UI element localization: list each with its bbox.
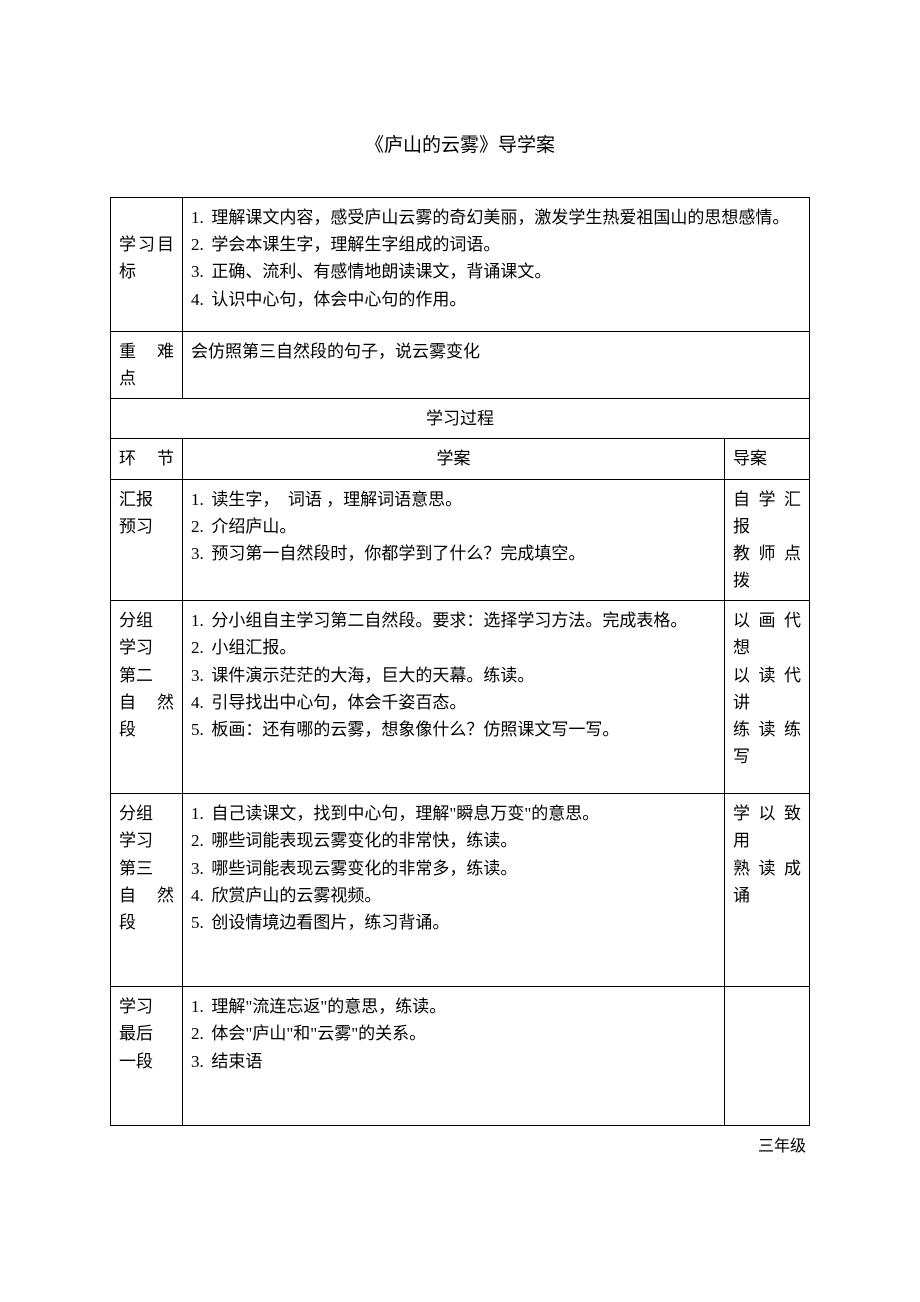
stage4-item: 1.理解"流连忘返"的意思，练读。 [191, 993, 716, 1020]
stage4-item: 3.结束语 [191, 1048, 716, 1075]
stage3-item: 3.哪些词能表现云雾变化的非常多，练读。 [191, 855, 716, 882]
stage2-item: 1.分小组自主学习第二自然段。要求：选择学习方法。完成表格。 [191, 607, 716, 634]
lesson-plan-table: 学习目标 1.理解课文内容，感受庐山云雾的奇幻美丽，激发学生热爱祖国山的思想感情… [110, 197, 810, 1126]
column-header-row: 环节 学案 导案 [111, 439, 810, 479]
stage2-plan: 1.分小组自主学习第二自然段。要求：选择学习方法。完成表格。 2.小组汇报。 3… [183, 601, 725, 794]
stage2-label: 分组 学习 第二 自然 段 [111, 601, 183, 794]
objective-item: 4.认识中心句，体会中心句的作用。 [191, 286, 801, 313]
stage3-label: 分组 学习 第三 自然 段 [111, 794, 183, 987]
stage4-item: 2.体会"庐山"和"云雾"的关系。 [191, 1020, 716, 1047]
stage1-item: 2.介绍庐山。 [191, 513, 716, 540]
stage3-row: 分组 学习 第三 自然 段 1.自己读课文，找到中心句，理解"瞬息万变"的意思。… [111, 794, 810, 987]
stage1-row: 汇报 预习 1.读生字， 词语 ，理解词语意思。 2.介绍庐山。 3.预习第一自… [111, 479, 810, 601]
stage2-guide: 以画代 想 以读代 讲 练读练 写 [725, 601, 810, 794]
difficulty-label: 重难 点 [111, 331, 183, 398]
objective-item: 1.理解课文内容，感受庐山云雾的奇幻美丽，激发学生热爱祖国山的思想感情。 [191, 204, 801, 231]
stage4-row: 学习 最后 一段 1.理解"流连忘返"的意思，练读。 2.体会"庐山"和"云雾"… [111, 987, 810, 1126]
stage1-label: 汇报 预习 [111, 479, 183, 601]
stage3-item: 5.创设情境边看图片，练习背诵。 [191, 909, 716, 936]
stage3-item: 2.哪些词能表现云雾变化的非常快，练读。 [191, 827, 716, 854]
stage2-row: 分组 学习 第二 自然 段 1.分小组自主学习第二自然段。要求：选择学习方法。完… [111, 601, 810, 794]
stage4-guide [725, 987, 810, 1126]
stage2-item: 5.板画：还有哪的云雾，想象像什么？仿照课文写一写。 [191, 716, 716, 743]
objectives-content: 1.理解课文内容，感受庐山云雾的奇幻美丽，激发学生热爱祖国山的思想感情。 2.学… [183, 198, 810, 332]
process-header-row: 学习过程 [111, 399, 810, 439]
stage2-item: 2.小组汇报。 [191, 634, 716, 661]
stage3-item: 1.自己读课文，找到中心句，理解"瞬息万变"的意思。 [191, 800, 716, 827]
process-header: 学习过程 [111, 399, 810, 439]
objective-item: 3.正确、流利、有感情地朗读课文，背诵课文。 [191, 258, 801, 285]
stage3-item: 4.欣赏庐山的云雾视频。 [191, 882, 716, 909]
document-title: 《庐山的云雾》导学案 [110, 130, 810, 157]
objectives-row: 学习目标 1.理解课文内容，感受庐山云雾的奇幻美丽，激发学生热爱祖国山的思想感情… [111, 198, 810, 332]
difficulty-content: 会仿照第三自然段的句子，说云雾变化 [183, 331, 810, 398]
stage2-item: 4.引导找出中心句，体会千姿百态。 [191, 689, 716, 716]
stage1-plan: 1.读生字， 词语 ，理解词语意思。 2.介绍庐山。 3.预习第一自然段时，你都… [183, 479, 725, 601]
objective-item: 2.学会本课生字，理解生字组成的词语。 [191, 231, 801, 258]
objectives-label: 学习目标 [111, 198, 183, 332]
stage-header: 环节 [111, 439, 183, 479]
stage4-plan: 1.理解"流连忘返"的意思，练读。 2.体会"庐山"和"云雾"的关系。 3.结束… [183, 987, 725, 1126]
stage1-item: 3.预习第一自然段时，你都学到了什么？完成填空。 [191, 540, 716, 567]
stage3-plan: 1.自己读课文，找到中心句，理解"瞬息万变"的意思。 2.哪些词能表现云雾变化的… [183, 794, 725, 987]
stage1-guide: 自学汇 报 教师点 拨 [725, 479, 810, 601]
stage4-label: 学习 最后 一段 [111, 987, 183, 1126]
plan-header: 学案 [183, 439, 725, 479]
difficulty-row: 重难 点 会仿照第三自然段的句子，说云雾变化 [111, 331, 810, 398]
stage1-item: 1.读生字， 词语 ，理解词语意思。 [191, 486, 716, 513]
stage2-item: 3.课件演示茫茫的大海，巨大的天幕。练读。 [191, 662, 716, 689]
stage3-guide: 学以致 用 熟读成 诵 [725, 794, 810, 987]
guide-header: 导案 [725, 439, 810, 479]
footer-grade: 三年级 [110, 1132, 810, 1156]
